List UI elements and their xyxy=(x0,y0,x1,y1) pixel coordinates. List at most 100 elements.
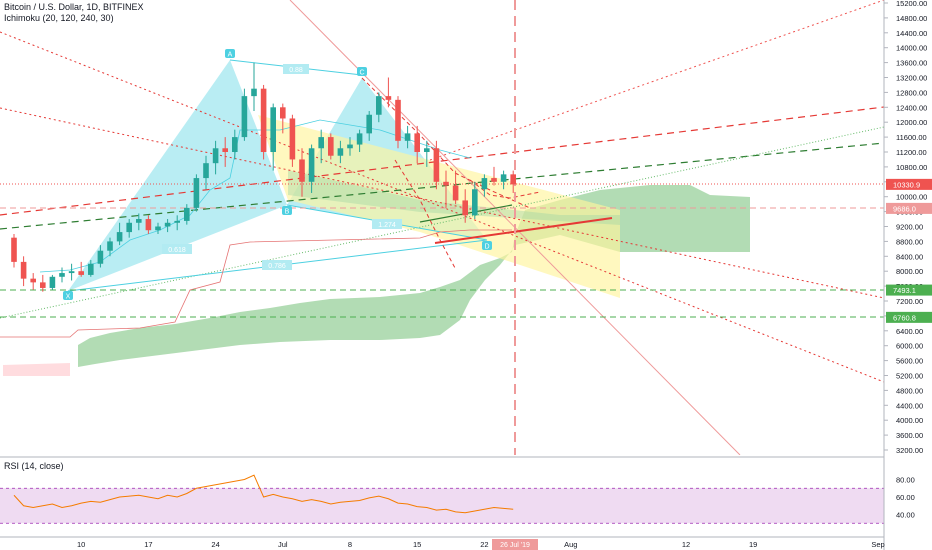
price-tick-label: 14800.00 xyxy=(896,14,927,23)
candle-body xyxy=(184,207,190,221)
pattern-label-b: B xyxy=(285,209,290,216)
price-tick-label: 4000.00 xyxy=(896,416,923,425)
candle-body xyxy=(472,189,478,216)
price-tick-label: 4400.00 xyxy=(896,401,923,410)
time-tick-label: 22 xyxy=(480,540,488,549)
candle-body xyxy=(443,181,449,186)
fib-label-1274: 1.274 xyxy=(378,222,396,229)
price-ticks: 15200.00 14800.00 14400.00 14000.00 13600.00… xyxy=(884,0,927,455)
fib-label-0618-bg xyxy=(162,244,192,254)
candle-body xyxy=(260,88,267,152)
price-tick-label: 3600.00 xyxy=(896,431,923,440)
candle-body xyxy=(97,250,104,264)
pattern-label-c: C xyxy=(359,70,364,77)
candle-body xyxy=(203,163,209,179)
time-tick-label: 10 xyxy=(77,540,85,549)
pattern-label-c-bg xyxy=(357,67,367,76)
price-tag: 6760.8 xyxy=(893,313,916,322)
candle-body xyxy=(107,241,113,251)
candle-body xyxy=(59,273,65,277)
price-tick-label: 6400.00 xyxy=(896,327,923,336)
candle-body xyxy=(116,232,123,242)
candle-body xyxy=(251,88,257,97)
pattern-label-x: X xyxy=(66,294,71,301)
candle-body xyxy=(462,200,468,216)
candle-body xyxy=(174,220,180,223)
price-tick-label: 8400.00 xyxy=(896,252,923,261)
forecast-arrow-line xyxy=(434,217,613,244)
candle-body xyxy=(328,137,334,156)
price-tick-label: 5600.00 xyxy=(896,357,923,366)
time-tick-label: Aug xyxy=(564,540,577,549)
pattern-label-d-bg xyxy=(482,241,492,250)
dashed-arrow-3 xyxy=(469,179,541,199)
rsi-band xyxy=(0,488,884,524)
symbol-title: Bitcoin / U.S. Dollar, 1D, BITFINEX xyxy=(4,2,144,12)
candle-body xyxy=(145,219,152,231)
price-tick-label: 15200.00 xyxy=(896,0,927,8)
price-tag: 9686.0 xyxy=(893,204,916,213)
price-tick-label: 8000.00 xyxy=(896,267,923,276)
price-tag: 7493.1 xyxy=(893,286,916,295)
price-axis[interactable]: 15200.00 14800.00 14400.00 14000.00 13600.00… xyxy=(883,0,932,550)
time-tick-label: 24 xyxy=(211,540,219,549)
rsi-tick-label: 40.00 xyxy=(896,511,915,520)
candle-body xyxy=(280,107,286,119)
candle-body xyxy=(414,133,420,152)
pattern-label-a: A xyxy=(228,52,233,59)
trend-red-dotted-2 xyxy=(0,107,884,299)
rsi-pane xyxy=(0,456,884,524)
price-tick-label: 3200.00 xyxy=(896,446,923,455)
candle-body xyxy=(376,96,382,115)
fib-label-0786: 0.786 xyxy=(268,263,286,270)
candle-body xyxy=(164,222,171,227)
price-tick-label: 14000.00 xyxy=(896,44,927,53)
price-tick-label: 12400.00 xyxy=(896,103,927,112)
price-tick-label: 11600.00 xyxy=(896,133,927,142)
rsi-tick-label: 60.00 xyxy=(896,493,915,502)
pattern-labels: A B C D X xyxy=(63,49,492,301)
trend-green-dashed xyxy=(0,142,884,230)
indicator-label[interactable]: Ichimoku (20, 120, 240, 30) xyxy=(4,13,114,23)
candle-body xyxy=(222,148,228,152)
projection-channel xyxy=(258,115,620,298)
candle-body xyxy=(88,263,94,275)
trend-red-dotted-1 xyxy=(0,31,884,383)
candle-body xyxy=(270,107,276,152)
time-tick-label: 8 xyxy=(348,540,352,549)
rsi-tick-label: 80.00 xyxy=(896,476,915,485)
fib-label-0786-bg xyxy=(262,260,292,270)
time-tick-label: 19 xyxy=(749,540,757,549)
rsi-line xyxy=(13,474,514,514)
price-tick-label: 13200.00 xyxy=(896,74,927,83)
time-tick-label: 17 xyxy=(144,540,152,549)
price-tick-label: 11200.00 xyxy=(896,148,927,157)
time-tick-label: Sep xyxy=(871,540,884,549)
overlay-layer: A B C D X 0.88 0.618 1.274 0.786 xyxy=(0,0,884,455)
candle-body xyxy=(30,278,36,283)
date-highlight-bg xyxy=(492,539,538,550)
candles-layer xyxy=(11,62,516,292)
candle-body xyxy=(299,159,305,182)
candle-body xyxy=(289,118,296,160)
price-tag-bg xyxy=(886,284,932,296)
price-tags: 10330.9 9686.0 7493.1 6760.8 xyxy=(886,178,932,323)
candle-body xyxy=(347,144,353,149)
candle-body xyxy=(136,219,142,223)
candle-body xyxy=(433,148,440,182)
candle-body xyxy=(337,148,344,156)
candle-body xyxy=(318,137,324,149)
candle-body xyxy=(395,99,401,141)
candle-body xyxy=(241,96,248,138)
candle-body xyxy=(78,271,84,275)
rsi-label[interactable]: RSI (14, close) xyxy=(4,461,64,471)
time-axis[interactable]: 10 17 24 Jul 8 15 22 Aug 12 19 Sep 26 Jul '19 xyxy=(0,536,885,550)
fib-labels: 0.88 0.618 1.274 0.786 xyxy=(162,64,402,270)
pattern-label-b-bg xyxy=(282,206,292,215)
candle-body xyxy=(452,185,459,201)
candle-body xyxy=(212,148,219,164)
candle-body xyxy=(11,237,17,262)
candle-body xyxy=(356,133,363,145)
price-tick-label: 9200.00 xyxy=(896,223,923,232)
candle-body xyxy=(481,178,488,190)
